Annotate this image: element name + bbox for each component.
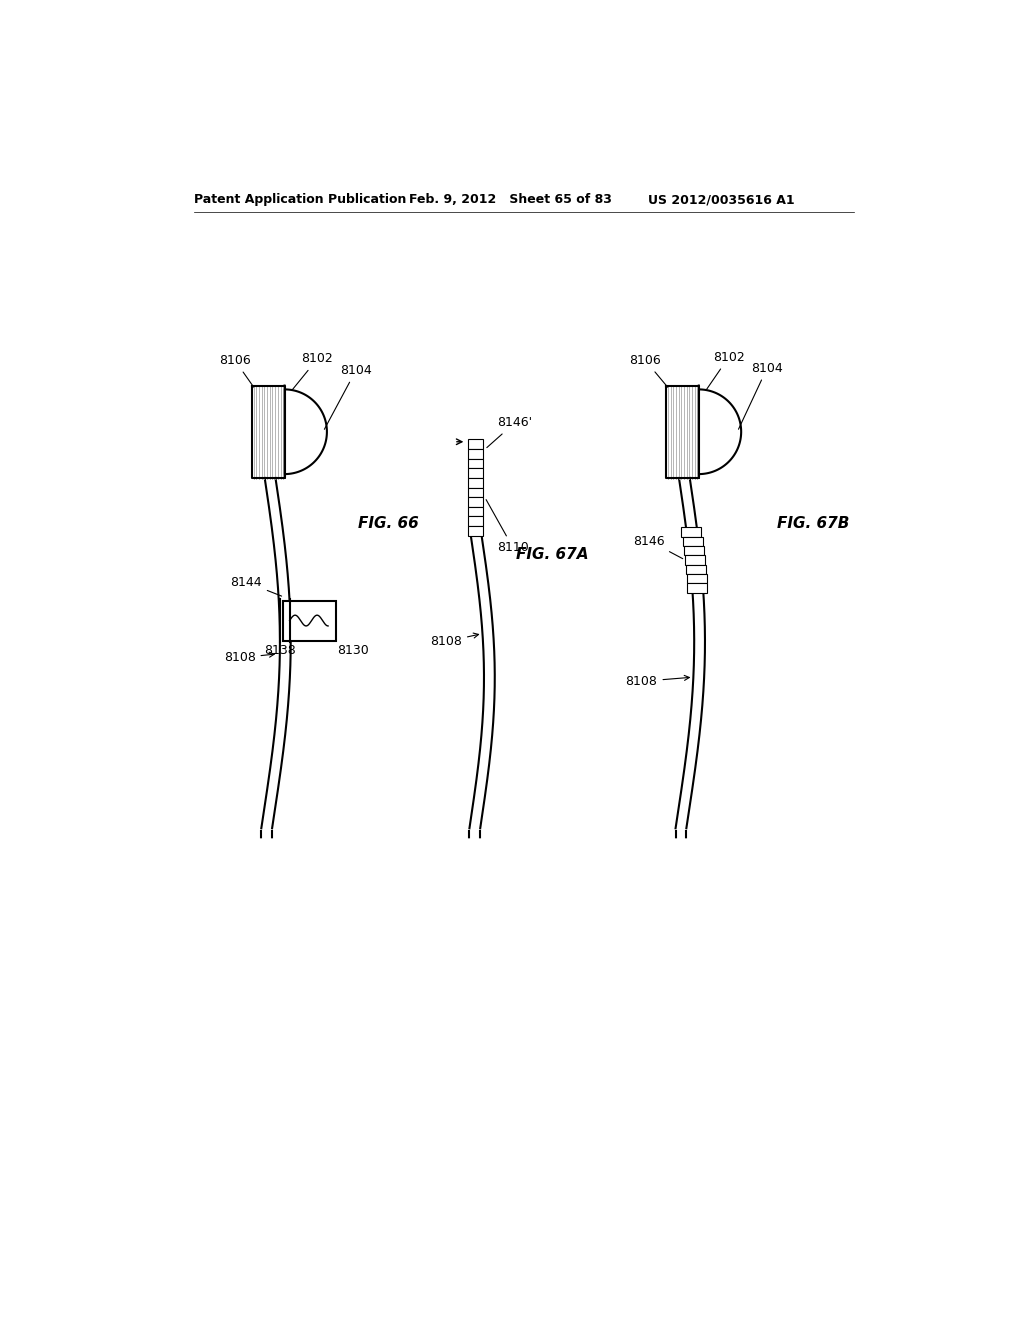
Bar	[468, 449, 483, 459]
Bar	[686, 565, 706, 574]
Text: 8144: 8144	[230, 576, 282, 597]
Text: US 2012/0035616 A1: US 2012/0035616 A1	[648, 193, 795, 206]
Bar	[685, 556, 705, 565]
Bar	[468, 469, 483, 478]
Text: Feb. 9, 2012   Sheet 65 of 83: Feb. 9, 2012 Sheet 65 of 83	[410, 193, 612, 206]
Text: 8146: 8146	[634, 535, 683, 558]
Bar	[686, 574, 707, 583]
Bar	[468, 487, 483, 498]
Polygon shape	[252, 385, 285, 478]
Text: 8108: 8108	[626, 675, 689, 688]
Bar	[684, 546, 703, 556]
Text: 8102: 8102	[293, 352, 333, 389]
Bar	[468, 459, 483, 469]
Text: 8108: 8108	[430, 634, 478, 648]
Text: 8110: 8110	[486, 500, 528, 554]
Text: 8138: 8138	[264, 644, 296, 657]
Bar	[468, 527, 483, 536]
Bar	[284, 601, 336, 640]
Text: FIG. 67B: FIG. 67B	[777, 516, 850, 531]
Text: 8104: 8104	[325, 364, 372, 429]
Bar	[468, 440, 483, 449]
Bar	[683, 536, 702, 546]
Polygon shape	[698, 385, 741, 478]
Text: 8108: 8108	[223, 651, 274, 664]
Bar	[468, 516, 483, 527]
Text: 8102: 8102	[707, 351, 744, 389]
Text: 8104: 8104	[738, 362, 783, 429]
Bar	[468, 478, 483, 487]
Polygon shape	[667, 385, 698, 478]
Text: 8106: 8106	[630, 354, 668, 387]
Text: FIG. 66: FIG. 66	[357, 516, 419, 531]
Bar	[468, 498, 483, 507]
Text: Patent Application Publication: Patent Application Publication	[195, 193, 407, 206]
Bar	[687, 583, 708, 593]
Polygon shape	[285, 385, 327, 478]
Bar	[468, 507, 483, 516]
Text: 8106: 8106	[219, 354, 254, 387]
Text: 8146': 8146'	[486, 416, 532, 447]
Text: FIG. 67A: FIG. 67A	[515, 546, 588, 562]
Bar	[681, 527, 701, 536]
Text: 8130: 8130	[337, 644, 369, 657]
